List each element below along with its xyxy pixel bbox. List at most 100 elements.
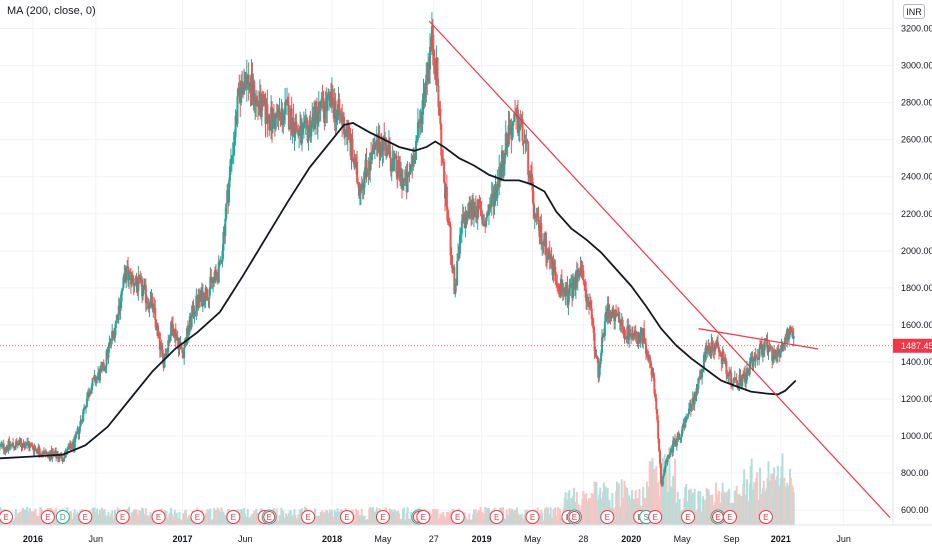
event-marker-earnings[interactable]: E <box>681 510 696 524</box>
event-marker-label: E <box>45 513 50 522</box>
candle-body <box>693 392 696 405</box>
event-marker-earnings[interactable]: E <box>115 510 130 524</box>
candle-body <box>789 327 792 331</box>
currency-badge[interactable]: INR <box>903 4 925 19</box>
event-marker-earnings[interactable]: E <box>40 510 55 524</box>
candle-body <box>134 282 137 286</box>
candle-body <box>718 352 721 354</box>
candle-body <box>347 125 350 131</box>
candle-body <box>38 447 41 454</box>
candle-body <box>688 408 691 415</box>
candle-body <box>266 104 269 123</box>
candle-body <box>151 296 154 310</box>
event-marker-earnings[interactable]: E <box>648 510 663 524</box>
event-marker-earnings[interactable]: E <box>489 510 504 524</box>
ma-200-line <box>0 122 797 460</box>
event-marker-earnings[interactable]: E <box>190 510 205 524</box>
candle-body <box>44 450 47 454</box>
candle-body <box>13 446 16 448</box>
price-axis[interactable]: 600.00 800.00 1000.00 1200.00 1400.00 1600.00… <box>892 0 932 525</box>
candle-body <box>763 338 766 351</box>
candle-body <box>597 358 600 378</box>
candle-body <box>462 214 465 220</box>
candle-body <box>358 193 361 196</box>
candle-body <box>2 443 5 450</box>
candle-body <box>125 267 128 283</box>
event-marker-earnings-dividend[interactable]: E <box>261 509 277 525</box>
candle-body <box>457 253 460 261</box>
candle-body <box>585 289 588 302</box>
event-markers[interactable]: EEDEEEEEEEEEEEEEEEEEEESEEEEE <box>0 509 773 525</box>
candle-body <box>272 113 275 119</box>
volume-bar <box>750 458 753 525</box>
event-marker-earnings[interactable]: E <box>301 510 316 524</box>
event-marker-circle <box>758 510 773 524</box>
candle-body <box>138 275 141 278</box>
event-marker-dividend[interactable]: D <box>55 510 70 524</box>
current-price-label: 1487.45 <box>901 341 932 351</box>
event-marker-earnings[interactable]: E <box>722 510 737 524</box>
candle-body <box>686 417 689 419</box>
candle-body <box>598 368 601 378</box>
candle-body <box>710 341 713 356</box>
candle-body <box>650 367 653 376</box>
candle-body <box>679 437 682 439</box>
event-marker-earnings[interactable]: E <box>151 510 166 524</box>
candle-body <box>524 140 527 143</box>
volume-bar <box>209 508 212 525</box>
volume-bar <box>91 507 94 525</box>
event-marker-earnings[interactable]: E <box>226 510 241 524</box>
candle-body <box>447 222 450 226</box>
candle-body <box>255 96 258 105</box>
current-price-tag <box>893 338 932 353</box>
event-marker-earnings[interactable]: E <box>78 510 93 524</box>
candle-body <box>427 62 430 82</box>
candle-body <box>617 315 620 323</box>
candle-body <box>439 108 442 125</box>
candle-body <box>386 145 389 154</box>
candle-body <box>607 303 610 317</box>
volume-bar <box>253 510 256 525</box>
event-marker-earnings[interactable]: E <box>525 510 540 524</box>
candle-body <box>600 352 603 362</box>
event-marker-earnings-dividend[interactable]: E <box>566 509 582 525</box>
candle-body <box>197 295 200 309</box>
candle-body <box>568 288 571 295</box>
volume-bar <box>541 512 544 525</box>
candle-body <box>213 278 216 280</box>
candle-body <box>612 309 615 317</box>
event-marker-circle <box>648 510 663 524</box>
event-marker-earnings[interactable]: E <box>416 510 431 524</box>
event-marker-label: E <box>605 513 610 522</box>
candle-body <box>558 288 561 291</box>
ma-indicator-label[interactable]: MA (200, close, 0) <box>7 5 96 17</box>
event-marker-earnings[interactable]: E <box>600 510 615 524</box>
trendline-resistance[interactable] <box>428 20 891 518</box>
candle-body <box>394 154 397 156</box>
candle-body <box>88 391 91 396</box>
candle-body <box>119 301 122 311</box>
event-marker-circle <box>40 510 55 524</box>
event-marker-earnings[interactable]: E <box>758 510 773 524</box>
candle-body <box>381 150 384 155</box>
time-axis[interactable]: 2016 Jun 2017 Jun 2018 May 27 2019 May 28 2020 May S… <box>0 524 932 550</box>
candle-body <box>500 166 503 181</box>
candle-body <box>395 155 398 173</box>
event-marker-earnings[interactable]: E <box>0 510 13 524</box>
event-marker-earnings-dividend[interactable]: E <box>710 509 726 525</box>
candle-body <box>300 131 303 144</box>
event-marker-earnings[interactable]: E <box>375 510 390 524</box>
event-marker-label: E <box>685 513 690 522</box>
volume-bar <box>599 487 602 525</box>
candle-body <box>736 383 739 388</box>
event-marker-earnings[interactable]: E <box>340 510 355 524</box>
candle-body <box>481 214 484 225</box>
candle-body <box>738 375 741 387</box>
candle-body <box>397 159 400 178</box>
candle-body <box>281 108 284 125</box>
event-marker-label: E <box>455 513 460 522</box>
candle-body <box>103 367 106 371</box>
event-marker-earnings[interactable]: E <box>450 510 465 524</box>
